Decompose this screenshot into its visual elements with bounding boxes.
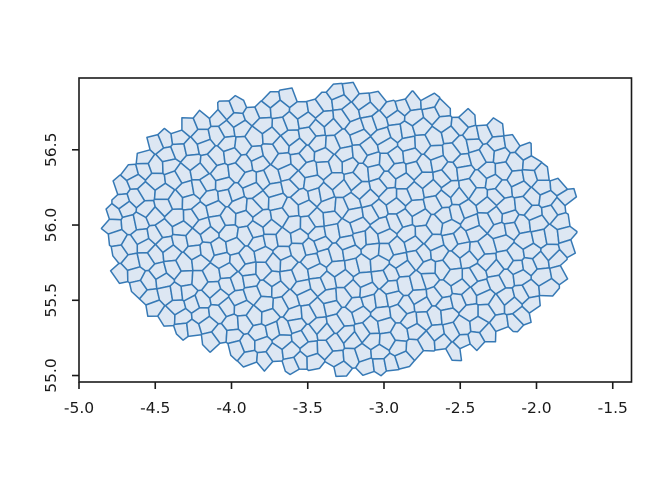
x-tick-label: -3.5 <box>293 399 323 417</box>
y-tick-label: 56.5 <box>42 133 60 168</box>
voronoi-cell <box>549 264 569 286</box>
voronoi-cell <box>172 322 189 341</box>
x-tick-label: -2.5 <box>445 399 475 417</box>
y-tick-label: 55.5 <box>42 283 60 318</box>
y-tick-label: 55.0 <box>42 358 60 393</box>
x-tick-label: -4.0 <box>216 399 246 417</box>
x-axis: -5.0 -4.5 -4.0 -3.5 -3.0 -2.5 -2.0 -1.5 <box>64 382 628 417</box>
x-tick-label: -1.5 <box>598 399 628 417</box>
plot-box <box>78 77 633 383</box>
x-tick-label: -2.0 <box>521 399 551 417</box>
y-tick-label: 56.0 <box>42 208 60 243</box>
x-tick-label: -4.5 <box>140 399 170 417</box>
voronoi-cell <box>533 161 550 182</box>
tessellation <box>100 81 578 378</box>
voronoi-cell <box>556 187 578 207</box>
y-axis: 55.0 55.5 56.0 56.5 <box>42 133 79 393</box>
voronoi-cell <box>557 238 577 259</box>
x-tick-label: -3.0 <box>369 399 399 417</box>
x-tick-label: -5.0 <box>64 399 94 417</box>
voronoi-cell <box>405 338 425 362</box>
